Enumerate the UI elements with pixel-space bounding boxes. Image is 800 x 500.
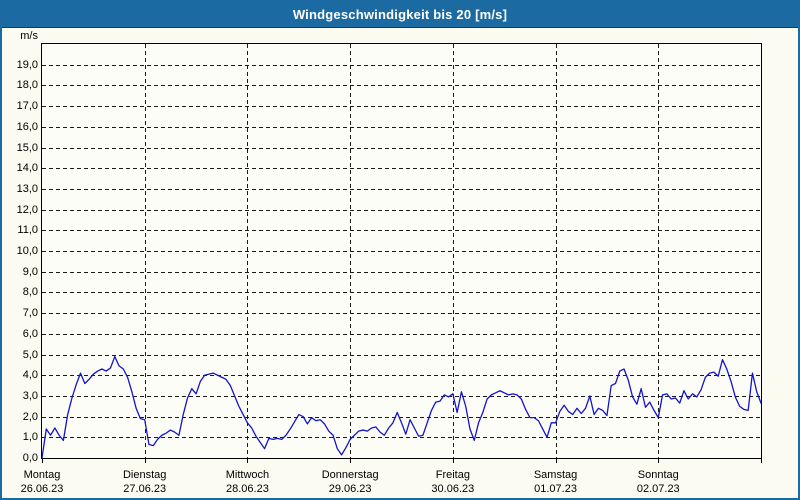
plot-area	[41, 43, 762, 459]
wind-speed-line-chart	[42, 44, 761, 458]
x-label-day-Sonntag: Sonntag	[637, 469, 679, 481]
x-axis-tick-4	[453, 459, 454, 463]
y-axis-unit-label: m/s	[20, 30, 38, 42]
y-tick-label-3,0: 3,0	[22, 389, 38, 402]
y-tick-label-2,0: 2,0	[22, 410, 38, 423]
x-label-date-30.06.23: 30.06.23	[431, 483, 475, 495]
wind-speed-series-line	[42, 355, 761, 458]
x-label-date-26.06.23: 26.06.23	[20, 483, 64, 495]
x-label-day-Samstag: Samstag	[533, 469, 578, 481]
x-axis-tick-0	[42, 459, 43, 463]
title-bar: Windgeschwindigkeit bis 20 [m/s]	[2, 2, 798, 28]
y-tick-label-9,0: 9,0	[22, 265, 38, 278]
x-axis-tick-5	[556, 459, 557, 463]
y-tick-label-6,0: 6,0	[22, 327, 38, 340]
y-tick-label-8,0: 8,0	[22, 286, 38, 299]
window-title: Windgeschwindigkeit bis 20 [m/s]	[292, 7, 508, 22]
x-label-day-Mittwoch: Mittwoch	[225, 469, 270, 481]
x-label-date-28.06.23: 28.06.23	[226, 483, 269, 495]
y-tick-label-11,0: 11,0	[17, 224, 38, 237]
x-axis-tick-2	[247, 459, 248, 463]
y-tick-label-18,0: 18,0	[16, 79, 38, 92]
y-tick-label-16,0: 16,0	[16, 120, 38, 133]
x-axis-tick-3	[350, 459, 351, 463]
y-tick-label-14,0: 14,0	[16, 162, 38, 175]
y-tick-label-13,0: 13,0	[16, 182, 38, 195]
x-label-day-Freitag: Freitag	[435, 469, 470, 481]
y-tick-label-7,0: 7,0	[22, 307, 38, 320]
x-label-date-29.06.23: 29.06.23	[328, 483, 372, 495]
x-axis-tick-1	[145, 459, 146, 463]
y-tick-label-15,0: 15,0	[16, 141, 38, 154]
x-label-day-Montag: Montag	[23, 469, 61, 481]
y-tick-label-1,0: 1,0	[22, 431, 38, 444]
y-tick-label-12,0: 12,0	[16, 203, 38, 216]
y-tick-label-5,0: 5,0	[22, 348, 38, 361]
y-tick-label-17,0: 17,0	[16, 100, 38, 113]
x-axis-tick-6	[658, 459, 659, 463]
x-axis-tick-7	[761, 459, 762, 463]
y-tick-label-19,0: 19,0	[16, 58, 38, 71]
x-label-date-01.07.23: 01.07.23	[534, 483, 577, 495]
y-tick-label-4,0: 4,0	[22, 369, 38, 382]
x-label-day-Dienstag: Dienstag	[122, 469, 167, 481]
x-label-date-02.07.23: 02.07.23	[636, 483, 680, 495]
y-tick-label-0,0: 0,0	[22, 452, 38, 464]
x-label-date-27.06.23: 27.06.23	[123, 483, 167, 495]
y-tick-label-10,0: 10,0	[16, 245, 38, 257]
x-label-day-Donnerstag: Donnerstag	[321, 469, 379, 481]
